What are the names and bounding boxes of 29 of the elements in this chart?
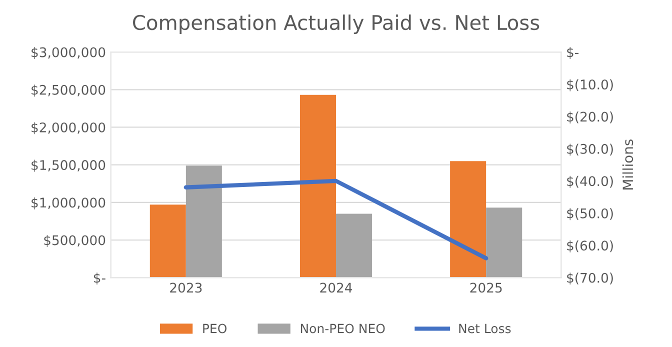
- x-tick-label: 2025: [470, 282, 502, 293]
- y-tick-label: $3,000,000: [32, 47, 106, 60]
- y2-tick-label: $(30.0): [567, 144, 613, 156]
- y2-tick-label: $(10.0): [567, 79, 613, 92]
- bar: [150, 204, 186, 278]
- y2-tick-label: $(50.0): [567, 208, 613, 220]
- bar: [300, 94, 336, 278]
- y-tick-label: $1,000,000: [32, 197, 106, 210]
- bar: [486, 208, 522, 278]
- y-tick-label: $500,000: [44, 234, 106, 247]
- x-tick-label: 2024: [320, 282, 352, 293]
- chart-title: Compensation Actually Paid vs. Net Loss: [133, 14, 540, 34]
- y2-tick-label: $(20.0): [567, 111, 613, 124]
- x-tick-label: 2023: [170, 282, 202, 293]
- bar: [336, 214, 372, 278]
- y-tick-label: $2,500,000: [32, 84, 106, 97]
- y2-tick-label: $(40.0): [567, 176, 613, 188]
- bar: [186, 166, 222, 278]
- y-tick-label: $2,000,000: [32, 122, 106, 134]
- y-tick-label: $1,500,000: [32, 160, 106, 172]
- y2-tick-label: $-: [567, 47, 578, 60]
- bar: [450, 161, 486, 278]
- y2-axis-title: Millions: [622, 140, 634, 190]
- y2-tick-label: $(60.0): [567, 240, 613, 252]
- y-tick-label: $-: [94, 272, 106, 285]
- y2-tick-label: $(70.0): [567, 272, 613, 285]
- legend-label: Net Loss: [459, 324, 511, 334]
- legend-label: Non-PEO NEO: [300, 324, 385, 334]
- legend-label: PEO: [203, 324, 227, 334]
